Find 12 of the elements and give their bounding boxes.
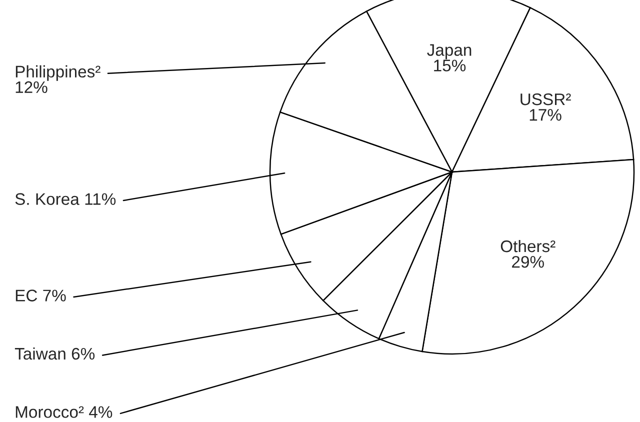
slice-label: Others² (500, 240, 556, 252)
data-label: 17% (530, 109, 562, 121)
slice-label: S. Korea 11% (15, 193, 116, 205)
slice-label: USSR² (520, 93, 571, 106)
slice-label: Morocco² 4% (16, 406, 112, 418)
slice-label: Japan (427, 44, 472, 60)
slice-label: Philippines² (16, 65, 100, 81)
slice-label: EC 7% (16, 290, 66, 302)
data-label: 12% (16, 81, 48, 94)
data-label: 29% (512, 256, 544, 268)
data-label: 15% (434, 60, 466, 72)
slice-label: Taiwan 6% (14, 347, 95, 360)
